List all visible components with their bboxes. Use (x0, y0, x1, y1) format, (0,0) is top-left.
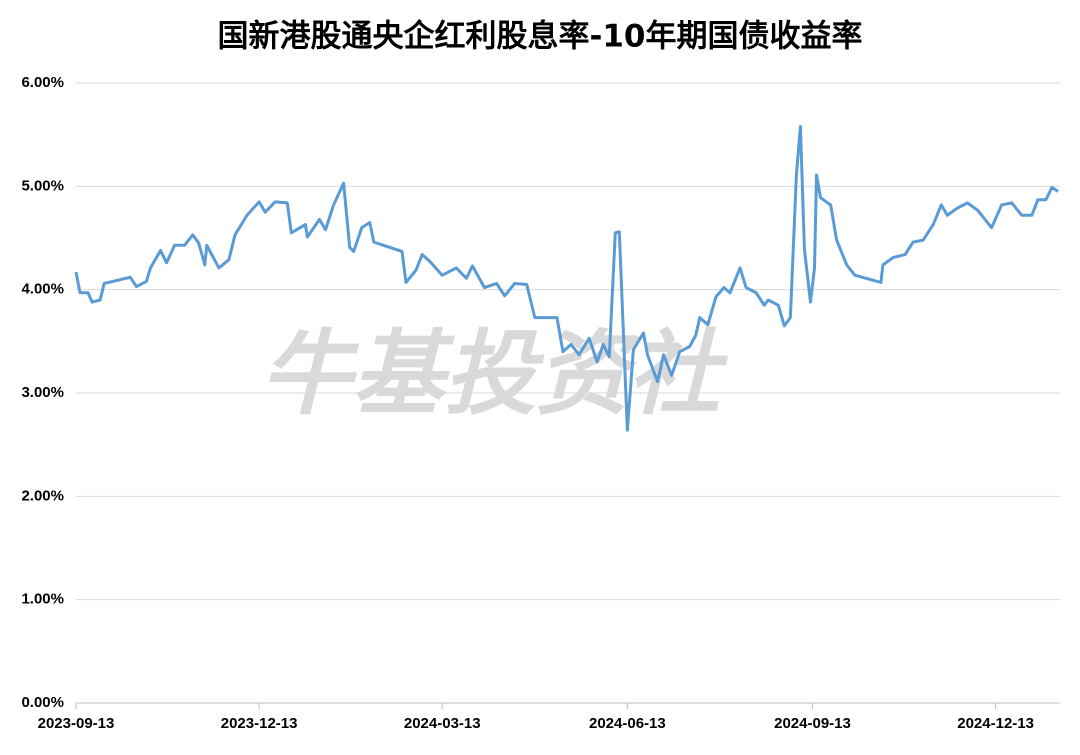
y-tick-label: 0.00% (21, 694, 64, 711)
y-tick-label: 2.00% (21, 487, 64, 504)
x-tick-label: 2024-03-13 (404, 715, 481, 732)
data-line (74, 124, 1059, 432)
y-tick-label: 1.00% (21, 591, 64, 608)
x-tick-label: 2024-09-13 (774, 715, 851, 732)
y-tick-label: 4.00% (21, 281, 64, 298)
x-tick-label: 2023-12-13 (221, 715, 298, 732)
x-tick-label: 2024-12-13 (957, 715, 1034, 732)
x-tick-label: 2023-09-13 (38, 715, 115, 732)
chart-title: 国新港股通央企红利股息率-10年期国债收益率 (217, 19, 862, 55)
y-tick-label: 6.00% (21, 74, 64, 91)
y-tick-label: 3.00% (21, 384, 64, 401)
watermark: 牛基投资社 (260, 320, 729, 427)
x-tick-label: 2024-06-13 (589, 715, 666, 732)
y-tick-label: 5.00% (21, 177, 64, 194)
